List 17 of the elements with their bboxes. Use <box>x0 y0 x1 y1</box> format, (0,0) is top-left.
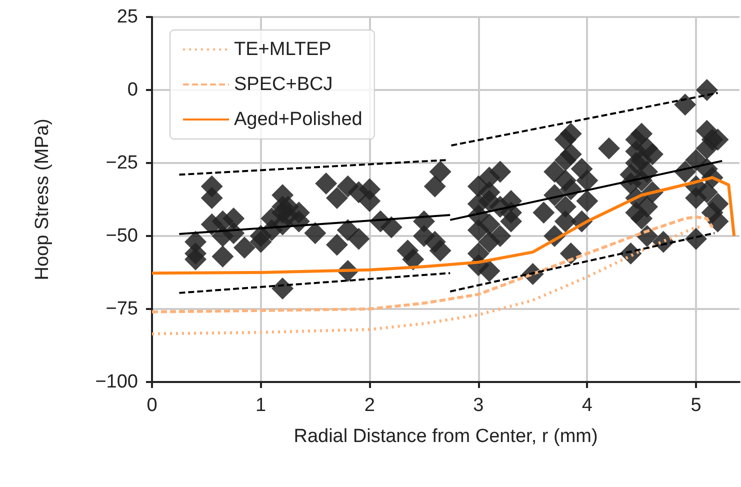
y-tick-label: −50 <box>106 226 138 246</box>
y-axis-title: Hoop Stress (MPa) <box>32 118 53 280</box>
legend-label: SPEC+BCJ <box>234 74 333 95</box>
x-tick-label: 1 <box>256 395 266 416</box>
y-tick-label: −25 <box>106 152 138 174</box>
x-tick-label: 3 <box>473 395 484 416</box>
legend-label: TE+MLTEP <box>234 39 332 60</box>
x-tick-label: 2 <box>364 395 375 416</box>
x-tick-label: 4 <box>582 395 593 416</box>
y-tick-label: −100 <box>95 372 138 392</box>
legend-label: Aged+Polished <box>234 109 362 130</box>
y-tick-label: −75 <box>106 298 138 320</box>
x-tick-label: 0 <box>146 395 158 416</box>
y-tick-label: 25 <box>116 6 138 28</box>
x-tick-label: 5 <box>690 395 702 416</box>
x-axis-title: Radial Distance from Center, r (mm) <box>294 426 598 447</box>
y-tick-label: 0 <box>127 80 138 100</box>
